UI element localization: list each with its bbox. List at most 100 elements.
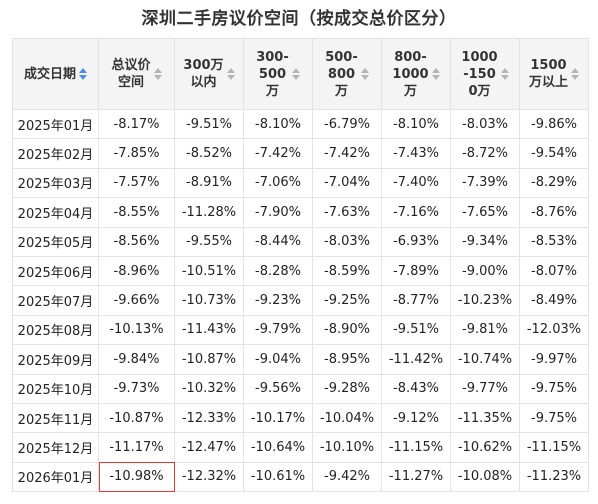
table-cell-date: 2025年12月 — [12, 432, 99, 463]
column-header-800-1000[interactable]: 800- 1000 万 — [381, 38, 451, 110]
table-cell: -6.93% — [381, 226, 451, 257]
table-cell-date: 2025年04月 — [12, 197, 99, 228]
column-header-under-300[interactable]: 300万 以内 — [174, 38, 244, 110]
column-header-500-800[interactable]: 500- 800 万 — [312, 38, 382, 110]
table-row: 2025年05月 -8.56% -9.55% -8.44% -8.03% -6.93% -9… — [12, 226, 589, 257]
data-table: 成交日期 总议价 空间 300万 以内 300- 500 万 500- 800 … — [12, 38, 589, 493]
table-cell: -8.43% — [381, 373, 451, 404]
column-header-label: 500- 800 万 — [325, 49, 358, 99]
header-row: 成交日期 总议价 空间 300万 以内 300- 500 万 500- 800 … — [12, 38, 589, 110]
table-cell: -9.00% — [450, 255, 520, 287]
table-cell: -9.28% — [312, 373, 382, 404]
sort-icon[interactable] — [571, 68, 579, 80]
table-cell: -8.10% — [243, 108, 313, 140]
table-cell: -11.23% — [519, 461, 589, 493]
table-cell: -9.77% — [450, 373, 520, 404]
table-cell: -10.08% — [450, 461, 520, 493]
table-cell: -8.10% — [381, 108, 451, 140]
table-cell: -9.04% — [243, 344, 313, 375]
column-header-over-1500[interactable]: 1500 万以上 — [519, 38, 589, 110]
table-row: 2025年09月 -9.84% -10.87% -9.04% -8.95% -11.42%… — [12, 344, 589, 375]
table-cell: -10.10% — [312, 432, 382, 463]
table-cell: -10.04% — [312, 402, 382, 434]
table-row: 2025年12月 -11.17% -12.47% -10.64% -10.10% -11.… — [12, 432, 589, 463]
table-cell: -7.06% — [243, 167, 313, 199]
table-cell: -10.61% — [243, 461, 313, 493]
table-cell: -7.42% — [312, 138, 382, 169]
table-cell: -8.76% — [519, 197, 589, 228]
column-header-label: 成交日期 — [23, 66, 76, 82]
table-cell: -8.96% — [98, 255, 175, 287]
table-cell: -7.43% — [381, 138, 451, 169]
table-cell: -10.87% — [98, 402, 175, 434]
table-cell-date: 2025年07月 — [12, 285, 99, 316]
table-cell: -10.98% — [98, 461, 175, 493]
table-cell: -9.75% — [519, 402, 589, 434]
table-cell: -9.84% — [98, 344, 175, 375]
table-cell: -8.95% — [312, 344, 382, 375]
table-cell: -12.33% — [174, 402, 244, 434]
table-cell: -9.66% — [98, 285, 175, 316]
table-cell: -9.79% — [243, 314, 313, 346]
table-cell: -8.28% — [243, 255, 313, 287]
table-cell: -7.57% — [98, 167, 175, 199]
table-cell: -10.64% — [243, 432, 313, 463]
column-header-date[interactable]: 成交日期 — [12, 38, 99, 110]
table-cell: -8.59% — [312, 255, 382, 287]
table-cell: -11.42% — [381, 344, 451, 375]
table-cell: -9.73% — [98, 373, 175, 404]
table-cell: -10.51% — [174, 255, 244, 287]
table-cell-date: 2026年01月 — [12, 461, 99, 493]
column-header-1000-1500[interactable]: 1000 -150 0万 — [450, 38, 520, 110]
table-row: 2025年08月 -10.13% -11.43% -9.79% -8.90% -9.51%… — [12, 314, 589, 346]
table-cell: -7.90% — [243, 197, 313, 228]
table-cell: -7.65% — [450, 197, 520, 228]
table-cell: -10.73% — [174, 285, 244, 316]
sort-icon[interactable] — [360, 68, 369, 80]
sort-icon[interactable] — [291, 68, 300, 80]
table-cell: -11.35% — [450, 402, 520, 434]
column-header-label: 1000 -150 0万 — [461, 49, 498, 99]
table-cell: -8.72% — [450, 138, 520, 169]
table-cell: -9.81% — [450, 314, 520, 346]
table-row: 2025年01月 -8.17% -9.51% -8.10% -6.79% -8.10% -8… — [12, 108, 589, 140]
table-row: 2025年07月 -9.66% -10.73% -9.23% -9.25% -8.77% -… — [12, 285, 589, 316]
sort-icon[interactable] — [500, 68, 509, 80]
table-cell: -9.23% — [243, 285, 313, 316]
table-cell: -8.07% — [519, 255, 589, 287]
table-cell: -8.44% — [243, 226, 313, 257]
table-cell-date: 2025年10月 — [12, 373, 99, 404]
sort-icon[interactable] — [79, 68, 87, 80]
table-cell: -8.29% — [519, 167, 589, 199]
column-header-300-500[interactable]: 300- 500 万 — [243, 38, 313, 110]
table-cell: -9.56% — [243, 373, 313, 404]
table-cell: -8.03% — [312, 226, 382, 257]
table-cell: -10.32% — [174, 373, 244, 404]
table-cell: -8.52% — [174, 138, 244, 169]
sort-icon[interactable] — [226, 68, 235, 80]
column-header-label: 300- 500 万 — [256, 49, 289, 99]
table-cell: -7.85% — [98, 138, 175, 169]
table-row: 2025年04月 -8.55% -11.28% -7.90% -7.63% -7.16% -… — [12, 197, 589, 228]
table-cell: -10.23% — [450, 285, 520, 316]
table-cell: -9.54% — [519, 138, 589, 169]
table-cell-date: 2025年05月 — [12, 226, 99, 257]
table-cell: -8.49% — [519, 285, 589, 316]
table-cell: -12.03% — [519, 314, 589, 346]
table-cell: -8.55% — [98, 197, 175, 228]
table-cell-date: 2025年03月 — [12, 167, 99, 199]
table-cell: -11.15% — [519, 432, 589, 463]
column-header-total[interactable]: 总议价 空间 — [98, 38, 175, 110]
table-cell: -9.75% — [519, 373, 589, 404]
table-cell: -9.42% — [312, 461, 382, 493]
table-cell: -9.51% — [381, 314, 451, 346]
table-cell: -8.91% — [174, 167, 244, 199]
table-cell: -9.34% — [450, 226, 520, 257]
sort-icon[interactable] — [431, 68, 440, 80]
table-cell: -8.03% — [450, 108, 520, 140]
table-cell: -7.63% — [312, 197, 382, 228]
sort-icon[interactable] — [153, 68, 162, 80]
table-cell: -9.55% — [174, 226, 244, 257]
table-cell: -8.17% — [98, 108, 175, 140]
table-cell: -7.89% — [381, 255, 451, 287]
